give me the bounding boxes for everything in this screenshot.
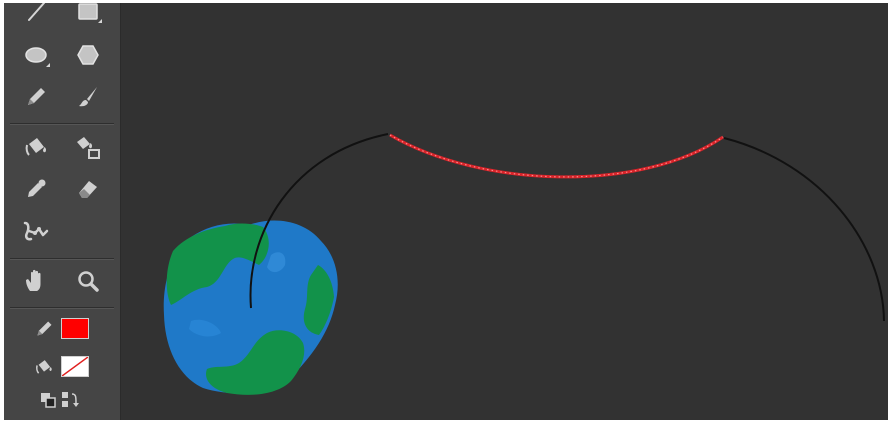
- stage-artwork: [163, 133, 885, 395]
- brush-icon: [79, 87, 97, 107]
- hand-icon: [26, 269, 41, 291]
- paint-bucket-icon: [36, 360, 52, 374]
- default-colors-button[interactable]: [38, 389, 58, 411]
- toolbar-divider: [10, 258, 114, 260]
- no-color-icon: [62, 357, 88, 376]
- fill-color-icon-wrap: [30, 352, 58, 382]
- paint-bucket-icon: [25, 138, 46, 156]
- hexagon-icon: [77, 45, 99, 65]
- more-tools-indicator: [98, 19, 102, 23]
- pencil-icon: [37, 321, 52, 336]
- pencil-icon: [28, 88, 45, 105]
- motion-path-right[interactable]: [723, 137, 885, 322]
- oval-tool[interactable]: [18, 39, 54, 71]
- brush-tool[interactable]: [70, 81, 106, 113]
- fill-color-swatch[interactable]: [61, 356, 89, 377]
- oval-icon: [25, 47, 47, 63]
- tools-panel: [4, 3, 121, 420]
- toolbar-divider: [10, 123, 114, 125]
- bone-tool[interactable]: [18, 215, 54, 247]
- ink-bottle-tool[interactable]: [70, 131, 106, 163]
- rectangle-tool[interactable]: [70, 3, 106, 27]
- selected-path-segment[interactable]: [389, 133, 724, 179]
- line-tool[interactable]: [18, 3, 54, 27]
- swap-colors-button[interactable]: [60, 389, 80, 411]
- toolbar-divider: [10, 307, 114, 309]
- bone-icon: [23, 221, 49, 241]
- eyedropper-icon: [28, 179, 46, 197]
- default-colors-icon: [41, 393, 56, 408]
- ink-bottle-icon: [77, 137, 100, 159]
- zoom-tool[interactable]: [70, 265, 106, 297]
- eraser-tool[interactable]: [70, 173, 106, 205]
- animate-workspace: [4, 3, 888, 420]
- stage-canvas[interactable]: [121, 3, 888, 420]
- more-tools-indicator: [46, 63, 50, 67]
- hand-tool[interactable]: [18, 265, 54, 297]
- stroke-color-icon-wrap: [30, 314, 58, 344]
- polystar-tool[interactable]: [70, 39, 106, 71]
- swap-colors-icon: [62, 392, 79, 407]
- paint-bucket-tool[interactable]: [18, 131, 54, 163]
- magnifier-icon: [78, 271, 99, 292]
- eyedropper-tool[interactable]: [18, 173, 54, 205]
- eraser-icon: [79, 181, 97, 198]
- rectangle-icon: [78, 3, 98, 20]
- motion-path-left[interactable]: [249, 133, 389, 309]
- pencil-tool[interactable]: [18, 81, 54, 113]
- line-icon: [28, 3, 45, 21]
- stroke-color-swatch[interactable]: [61, 318, 89, 339]
